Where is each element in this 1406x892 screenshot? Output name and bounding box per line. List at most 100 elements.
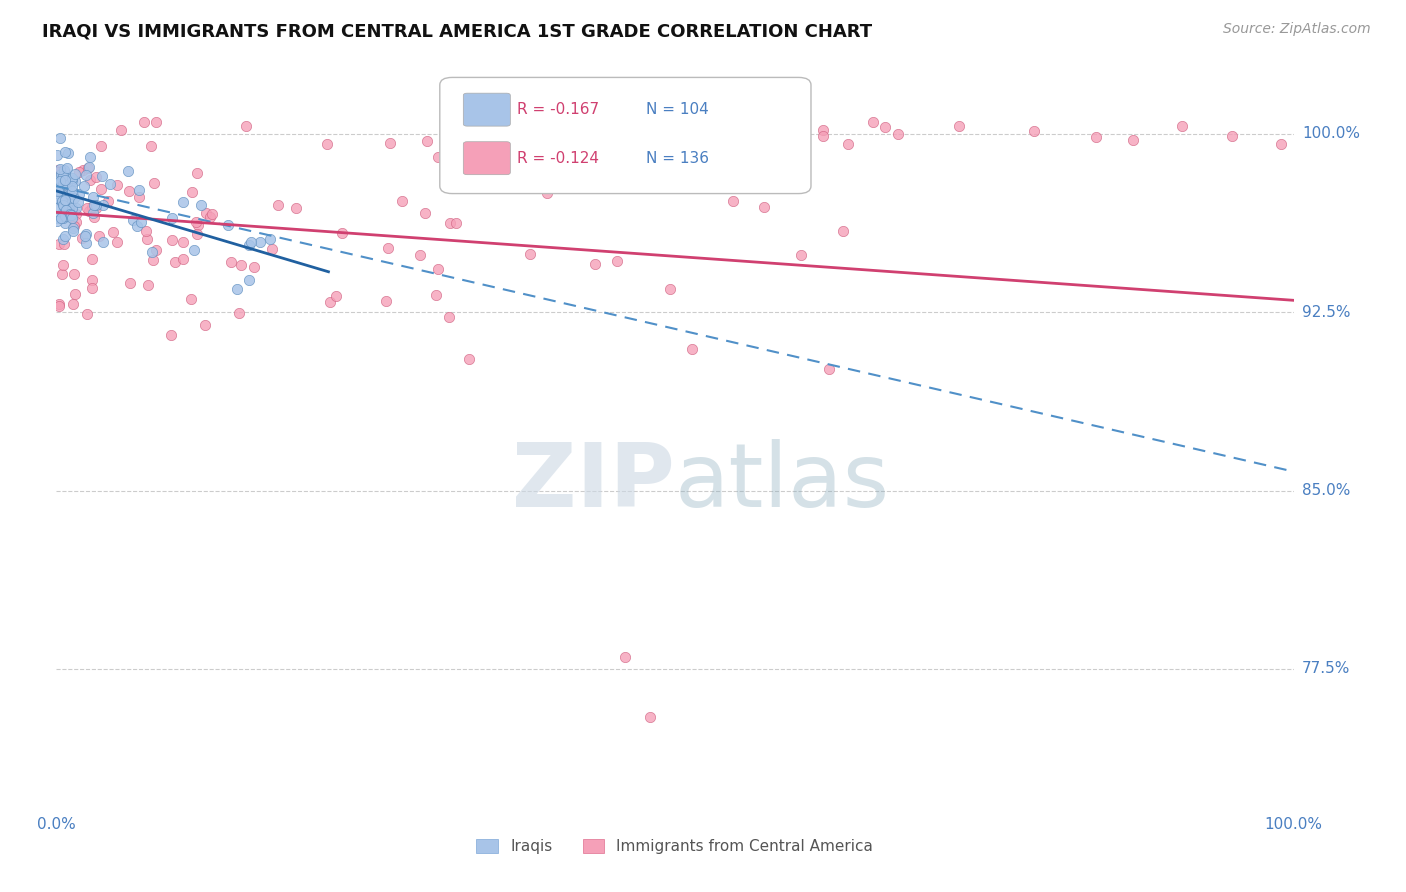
Point: [754, 171, 776, 186]
Point: [91, 235, 114, 249]
Point: [63, 167, 86, 181]
Point: [52, 179, 75, 194]
Point: [105, 235, 128, 249]
Point: [52, 198, 75, 212]
Point: [267, 198, 290, 212]
Point: [51, 170, 73, 185]
Point: [48, 192, 70, 206]
Point: [90, 182, 112, 196]
Point: [129, 215, 152, 229]
Text: 85.0%: 85.0%: [1302, 483, 1350, 498]
Point: [145, 243, 167, 257]
Point: [181, 185, 204, 199]
Point: [165, 255, 187, 269]
Point: [141, 245, 163, 260]
Point: [49, 174, 72, 188]
Point: [439, 216, 461, 230]
Point: [374, 293, 396, 308]
Point: [46, 186, 69, 200]
Point: [46, 165, 69, 179]
Point: [55, 188, 77, 202]
Text: Source: ZipAtlas.com: Source: ZipAtlas.com: [1223, 22, 1371, 37]
Point: [48, 161, 70, 176]
Text: 77.5%: 77.5%: [1302, 662, 1350, 676]
Point: [52, 173, 75, 187]
Point: [70, 230, 93, 244]
Point: [60, 201, 83, 215]
Point: [638, 709, 661, 723]
Point: [97, 194, 120, 208]
Point: [90, 139, 112, 153]
Point: [444, 216, 467, 230]
Point: [55, 175, 77, 189]
Point: [194, 206, 217, 220]
Point: [53, 166, 76, 180]
Point: [60, 211, 83, 225]
Point: [427, 262, 450, 277]
Point: [72, 163, 94, 178]
Point: [391, 194, 413, 208]
FancyBboxPatch shape: [464, 142, 510, 175]
Point: [59, 208, 82, 222]
Point: [219, 254, 242, 268]
Point: [1270, 136, 1292, 151]
Point: [128, 183, 150, 197]
Point: [55, 216, 77, 230]
Point: [49, 167, 72, 181]
Point: [713, 131, 735, 145]
Text: 100.0%: 100.0%: [1302, 127, 1360, 141]
Point: [190, 198, 212, 212]
Point: [62, 207, 84, 221]
Point: [82, 281, 104, 295]
Point: [65, 215, 87, 229]
Point: [160, 211, 183, 225]
Point: [53, 206, 76, 220]
Point: [453, 134, 475, 148]
Point: [583, 257, 606, 271]
Text: atlas: atlas: [675, 439, 890, 525]
Point: [172, 252, 194, 267]
Point: [49, 211, 72, 225]
Point: [135, 232, 157, 246]
Point: [229, 258, 252, 272]
Point: [51, 267, 73, 281]
Point: [738, 143, 761, 157]
Point: [817, 362, 839, 376]
Point: [76, 202, 98, 216]
Point: [1084, 130, 1107, 145]
Point: [284, 202, 307, 216]
Point: [142, 252, 165, 267]
Point: [67, 195, 90, 210]
Point: [62, 296, 84, 310]
Point: [614, 650, 637, 665]
Point: [83, 198, 105, 212]
Point: [120, 277, 142, 291]
Point: [51, 259, 73, 273]
Point: [49, 177, 72, 191]
Point: [58, 204, 80, 219]
Point: [60, 172, 83, 186]
Point: [141, 139, 163, 153]
Point: [62, 224, 84, 238]
Point: [58, 202, 80, 217]
Point: [55, 175, 77, 189]
Text: ZIP: ZIP: [512, 439, 675, 525]
Point: [259, 231, 281, 245]
Point: [110, 122, 132, 136]
Point: [89, 228, 111, 243]
Point: [875, 120, 897, 134]
Point: [82, 190, 104, 204]
Point: [813, 129, 835, 144]
Point: [63, 191, 86, 205]
Point: [789, 248, 811, 262]
Point: [105, 178, 128, 192]
Point: [565, 128, 588, 142]
Point: [53, 172, 76, 186]
Point: [84, 170, 107, 185]
Point: [60, 170, 83, 185]
Point: [754, 200, 776, 214]
Point: [886, 127, 908, 141]
Point: [948, 120, 970, 134]
FancyBboxPatch shape: [440, 78, 811, 194]
Point: [48, 236, 70, 251]
